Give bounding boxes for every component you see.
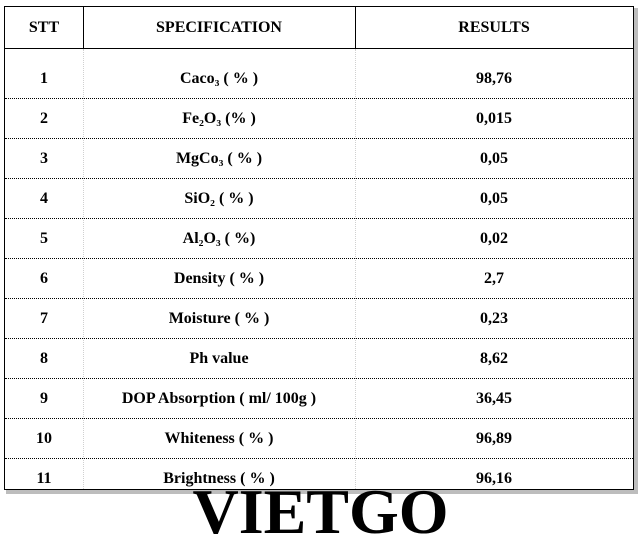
cell-specification: DOP Absorption ( ml/ 100g ) [121, 390, 317, 407]
header-results: RESULTS [458, 19, 530, 36]
cell-stt: 5 [40, 230, 48, 247]
cell-stt: 4 [40, 190, 48, 207]
cell-result: 0,05 [480, 150, 508, 167]
cell-specification: Brightness ( % ) [163, 470, 275, 487]
cell-stt: 6 [40, 270, 48, 287]
cell-specification: Ph value [189, 350, 249, 367]
table-row: 2 Fe₂O₃ (% ) 0,015 [5, 99, 633, 139]
cell-specification: Whiteness ( % ) [164, 430, 274, 447]
header-divider [355, 7, 356, 49]
table-row: 1 Caco₃ ( % ) 98,76 [5, 59, 633, 99]
cell-stt: 8 [40, 350, 48, 367]
table-row: 5 Al₂O₃ ( %) 0,02 [5, 219, 633, 259]
cell-stt: 11 [36, 470, 52, 487]
table-row: 11 Brightness ( % ) 96,16 [5, 459, 633, 499]
cell-result: 8,62 [480, 350, 508, 367]
cell-specification: Density ( % ) [173, 270, 265, 287]
table-row: 7 Moisture ( % ) 0,23 [5, 299, 633, 339]
column-guide [355, 49, 356, 489]
table-row: 3 MgCo₃ ( % ) 0,05 [5, 139, 633, 179]
header-divider [83, 7, 84, 49]
table-row: 4 SiO₂ ( % ) 0,05 [5, 179, 633, 219]
cell-stt: 2 [40, 110, 48, 127]
cell-specification: Al₂O₃ ( %) [182, 230, 256, 247]
table-row: 6 Density ( % ) 2,7 [5, 259, 633, 299]
watermark-logo: VIETGO [192, 476, 449, 547]
cell-result: 0,05 [480, 190, 508, 207]
cell-specification: MgCo₃ ( % ) [175, 150, 263, 167]
cell-specification: SiO₂ ( % ) [184, 190, 254, 207]
specification-table: STT SPECIFICATION RESULTS 1 Caco₃ ( % ) 98… [4, 6, 634, 490]
header-specification: SPECIFICATION [156, 19, 282, 36]
cell-result: 96,89 [476, 430, 512, 447]
cell-specification: Fe₂O₃ (% ) [182, 110, 256, 127]
header-stt: STT [28, 19, 60, 36]
table-header: STT SPECIFICATION RESULTS [5, 7, 633, 49]
cell-result: 96,16 [476, 470, 512, 487]
cell-specification: Moisture ( % ) [168, 310, 270, 327]
cell-result: 0,015 [476, 110, 512, 127]
cell-stt: 9 [40, 390, 48, 407]
table-row: 8 Ph value 8,62 [5, 339, 633, 379]
table-row: 10 Whiteness ( % ) 96,89 [5, 419, 633, 459]
table-row: 9 DOP Absorption ( ml/ 100g ) 36,45 [5, 379, 633, 419]
cell-specification: Caco₃ ( % ) [179, 70, 259, 87]
cell-result: 0,02 [480, 230, 508, 247]
cell-result: 98,76 [476, 70, 512, 87]
cell-stt: 3 [40, 150, 48, 167]
cell-stt: 10 [36, 430, 52, 447]
cell-result: 2,7 [484, 270, 504, 287]
cell-result: 36,45 [476, 390, 512, 407]
cell-result: 0,23 [480, 310, 508, 327]
cell-stt: 1 [40, 70, 48, 87]
column-guide [83, 49, 84, 489]
cell-stt: 7 [40, 310, 48, 327]
